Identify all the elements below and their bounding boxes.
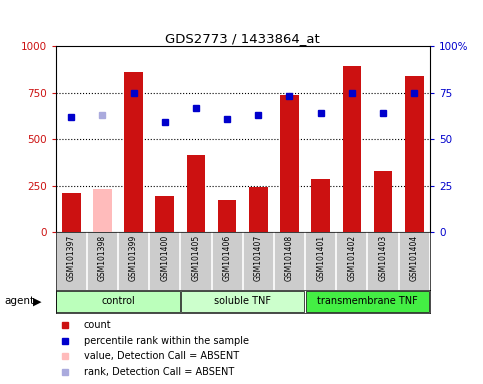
Bar xyxy=(342,66,361,232)
Text: GSM101408: GSM101408 xyxy=(285,235,294,281)
Bar xyxy=(156,196,174,232)
Text: GSM101403: GSM101403 xyxy=(379,235,387,281)
Text: value, Detection Call = ABSENT: value, Detection Call = ABSENT xyxy=(84,351,239,361)
Bar xyxy=(405,76,424,232)
Bar xyxy=(374,171,392,232)
Bar xyxy=(312,179,330,232)
Text: ▶: ▶ xyxy=(33,296,42,306)
Text: GSM101399: GSM101399 xyxy=(129,235,138,281)
Text: GSM101397: GSM101397 xyxy=(67,235,76,281)
Bar xyxy=(249,187,268,232)
Text: GSM101400: GSM101400 xyxy=(160,235,169,281)
Text: GSM101404: GSM101404 xyxy=(410,235,419,281)
Title: GDS2773 / 1433864_at: GDS2773 / 1433864_at xyxy=(165,32,320,45)
Bar xyxy=(218,200,237,232)
Bar xyxy=(56,291,180,312)
Text: GSM101406: GSM101406 xyxy=(223,235,232,281)
Bar xyxy=(306,291,429,312)
Bar xyxy=(280,94,299,232)
Bar xyxy=(62,193,81,232)
Bar xyxy=(93,189,112,232)
Text: soluble TNF: soluble TNF xyxy=(214,296,271,306)
Text: GSM101401: GSM101401 xyxy=(316,235,325,281)
Text: control: control xyxy=(101,296,135,306)
Text: GSM101407: GSM101407 xyxy=(254,235,263,281)
Text: percentile rank within the sample: percentile rank within the sample xyxy=(84,336,249,346)
Bar xyxy=(181,291,304,312)
Bar xyxy=(186,155,205,232)
Text: GSM101402: GSM101402 xyxy=(347,235,356,281)
Text: transmembrane TNF: transmembrane TNF xyxy=(317,296,418,306)
Text: agent: agent xyxy=(5,296,35,306)
Bar xyxy=(124,72,143,232)
Text: GSM101405: GSM101405 xyxy=(191,235,200,281)
Text: rank, Detection Call = ABSENT: rank, Detection Call = ABSENT xyxy=(84,367,234,377)
Text: count: count xyxy=(84,320,111,330)
Text: GSM101398: GSM101398 xyxy=(98,235,107,281)
